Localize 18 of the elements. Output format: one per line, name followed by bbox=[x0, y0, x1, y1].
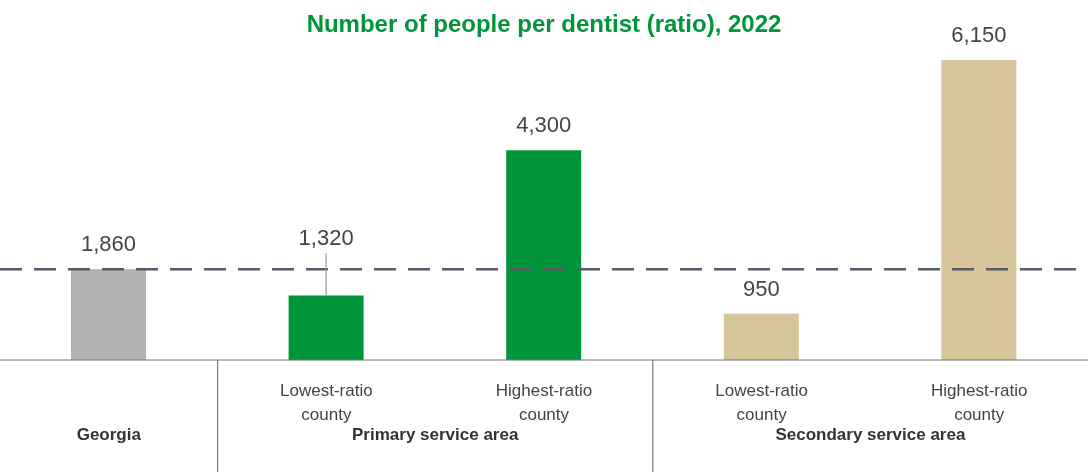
data-label: 950 bbox=[742, 275, 780, 301]
bar bbox=[288, 295, 364, 360]
bar bbox=[941, 60, 1017, 360]
x-tick-label: Lowest-ratio county bbox=[280, 381, 373, 424]
x-tick-label: Highest-ratio county bbox=[495, 381, 593, 424]
bar bbox=[506, 150, 582, 360]
text: Georgia bbox=[76, 425, 142, 444]
data-label: 4,300 bbox=[516, 112, 572, 138]
x-tick-label: Lowest-ratio county bbox=[715, 381, 808, 424]
data-label: 6,150 bbox=[951, 22, 1007, 47]
text: Secondary service area bbox=[775, 425, 966, 444]
bar bbox=[723, 313, 799, 360]
chart-title: Number of people per dentist (ratio), 2022 bbox=[306, 10, 782, 37]
text: Primary service area bbox=[352, 425, 519, 444]
bar bbox=[71, 269, 146, 360]
data-label: 1,860 bbox=[80, 231, 137, 257]
x-tick-label: Highest-ratio county bbox=[931, 381, 1028, 424]
data-label: 1,320 bbox=[298, 225, 354, 251]
